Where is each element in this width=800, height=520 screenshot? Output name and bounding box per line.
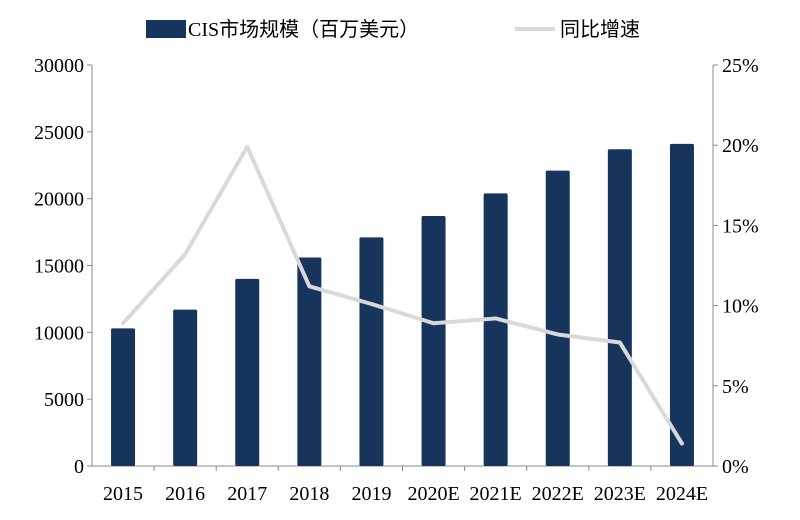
x-tick-label: 2021E (470, 483, 522, 505)
left-tick-label: 0 (74, 456, 84, 478)
right-tick-label: 15% (722, 215, 759, 237)
right-tick-label: 25% (722, 55, 759, 77)
left-tick-label: 10000 (34, 322, 84, 344)
x-tick-label: 2020E (407, 483, 459, 505)
x-tick-label: 2016 (165, 483, 205, 505)
x-tick-label: 2018 (289, 483, 329, 505)
bar-2019 (359, 237, 383, 466)
bar-2015 (111, 328, 135, 466)
bar-2021E (484, 193, 508, 466)
left-tick-label: 20000 (34, 189, 84, 211)
x-tick-label: 2019 (351, 483, 391, 505)
x-tick-label: 2024E (656, 483, 708, 505)
bar-2016 (173, 310, 197, 466)
right-tick-label: 5% (722, 376, 749, 398)
legend: CIS市场规模（百万美元） 同比增速 (146, 18, 640, 41)
x-tick-label: 2022E (532, 483, 584, 505)
legend-label-bar: CIS市场规模（百万美元） (188, 18, 419, 41)
right-tick-label: 0% (722, 456, 749, 478)
bar-2017 (235, 279, 259, 466)
bar-2023E (608, 149, 632, 466)
right-tick-label: 20% (722, 135, 759, 157)
x-tick-label: 2017 (227, 483, 267, 505)
x-tick-label: 2015 (103, 483, 143, 505)
legend-label-line: 同比增速 (560, 18, 640, 41)
left-tick-label: 30000 (34, 55, 84, 77)
x-tick-label: 2023E (594, 483, 646, 505)
left-tick-label: 15000 (34, 256, 84, 278)
left-tick-label: 5000 (44, 389, 84, 411)
bar-2024E (670, 144, 694, 466)
bar-2022E (546, 171, 570, 466)
legend-swatch-bar (146, 20, 186, 38)
growth-rate-line (123, 147, 682, 444)
right-tick-label: 10% (722, 296, 759, 318)
bar-2020E (422, 216, 446, 466)
left-tick-label: 25000 (34, 122, 84, 144)
